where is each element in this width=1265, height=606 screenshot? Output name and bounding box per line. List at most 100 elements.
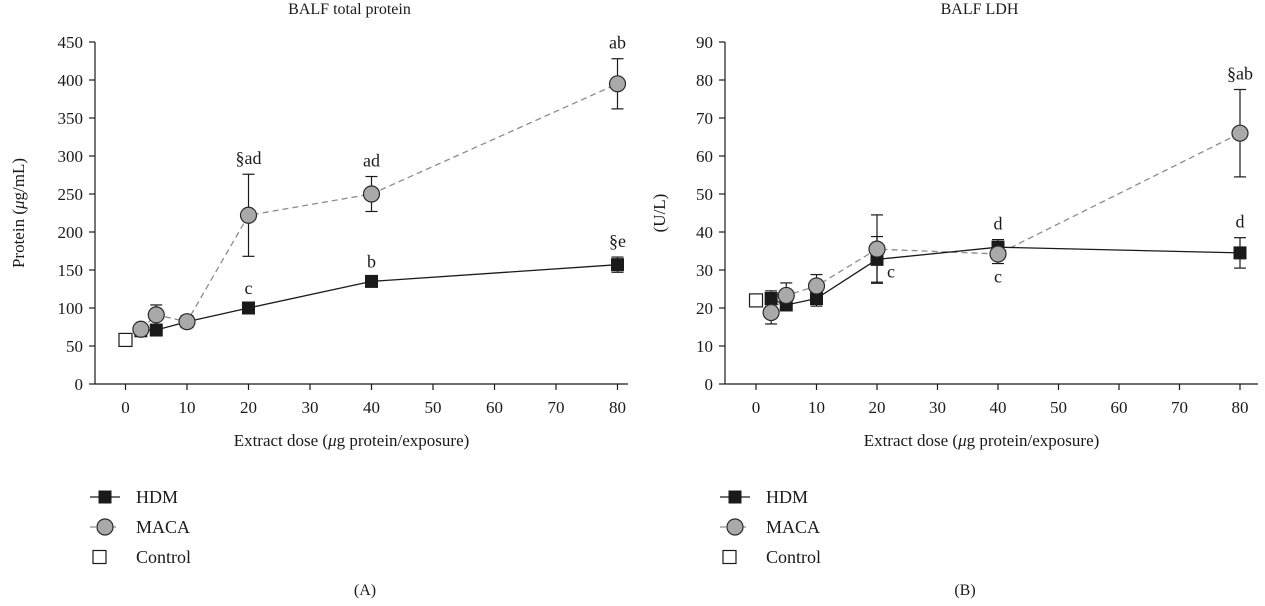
series-line-maca (770, 132, 1241, 314)
x-tick-label: 70 (1171, 398, 1188, 417)
significance-label: §e (609, 231, 626, 251)
legend-label: HDM (766, 487, 808, 507)
y-tick-label: 350 (58, 109, 84, 128)
text-run: g protein/exposure) (967, 431, 1100, 450)
significance-label: §ab (1227, 64, 1253, 84)
legend-marker-maca (96, 518, 114, 536)
data-point-maca (989, 245, 1007, 263)
legend-marker-hdm (98, 490, 112, 504)
x-tick-label: 10 (179, 398, 196, 417)
x-tick-label: 40 (990, 398, 1007, 417)
data-point-maca (132, 320, 150, 338)
text-run: Extract dose ( (234, 431, 329, 450)
y-tick-label: 200 (58, 223, 84, 242)
legend-marker-maca (726, 518, 744, 536)
y-tick-label: 50 (66, 337, 83, 356)
x-tick-label: 80 (609, 398, 626, 417)
text-run: Protein ( (9, 209, 28, 268)
y-axis-title: (U/L) (650, 194, 669, 233)
chart-title: BALF total protein (288, 1, 411, 18)
data-point-hdm (149, 323, 163, 337)
y-tick-label: 50 (696, 185, 713, 204)
y-tick-label: 0 (75, 375, 84, 394)
significance-label: ad (363, 151, 380, 171)
series-line-hdm (140, 264, 618, 332)
significance-label: c (245, 278, 253, 298)
data-point-hdm (242, 301, 255, 315)
x-tick-label: 20 (869, 398, 886, 417)
data-point-hdm (764, 292, 778, 305)
legend: HDM MACA Control (90, 487, 191, 567)
legend-marker-hdm (728, 490, 742, 504)
y-tick-label: 80 (696, 71, 713, 90)
panel-label: (A) (354, 582, 376, 599)
data-point-control (748, 293, 764, 308)
significance-label: c (994, 267, 1002, 287)
chart-panel-b: BALF LDH 0 10 20 30 40 50 60 70 80 90 0 10 20 30 40 50 60… (650, 1, 1258, 599)
y-tick-label: 60 (696, 147, 713, 166)
text-run: g protein/exposure) (337, 431, 470, 450)
x-axis-title: Extract dose (μg protein/exposure) (234, 431, 470, 450)
data-point-maca (239, 206, 258, 224)
mu-glyph: μ (957, 431, 967, 450)
chart-panel-a: BALF total protein0501001502002503003504… (9, 1, 628, 599)
significance-label: c (887, 261, 895, 281)
significance-label: d (994, 214, 1003, 234)
data-point-control (118, 332, 133, 348)
series-line-maca (140, 83, 618, 330)
y-tick-label: 450 (58, 33, 84, 52)
y-tick-label: 0 (705, 375, 714, 394)
y-tick-label: 150 (58, 261, 84, 280)
text-run: g/mL) (9, 158, 28, 201)
y-axis-title: Protein (μg/mL) (9, 158, 28, 268)
y-tick-label: 100 (58, 299, 84, 318)
legend-label: Control (766, 547, 821, 567)
data-point-hdm (365, 274, 378, 288)
legend-label: MACA (766, 517, 820, 537)
x-tick-label: 50 (425, 398, 442, 417)
data-point-maca (147, 306, 165, 324)
text-run: Extract dose ( (864, 431, 959, 450)
legend-label: MACA (136, 517, 190, 537)
x-tick-label: 0 (752, 398, 761, 417)
legend-marker-control (722, 549, 737, 565)
significance-label: b (367, 252, 376, 272)
y-tick-label: 90 (696, 33, 713, 52)
x-tick-label: 60 (486, 398, 503, 417)
x-tick-label: 50 (1050, 398, 1067, 417)
y-tick-label: 10 (696, 337, 713, 356)
data-point-maca (362, 185, 381, 203)
x-tick-label: 70 (548, 398, 565, 417)
x-tick-label: 30 (302, 398, 319, 417)
panel-label: (B) (954, 582, 975, 599)
x-tick-label: 60 (1111, 398, 1128, 417)
y-tick-label: 400 (58, 71, 84, 90)
x-axis-title: Extract dose (μg protein/exposure) (864, 431, 1100, 450)
x-tick-label: 80 (1232, 398, 1249, 417)
mu-glyph: μ (9, 200, 28, 210)
x-tick-label: 0 (121, 398, 130, 417)
data-point-maca (807, 277, 826, 295)
significance-label: d (1236, 212, 1245, 232)
y-tick-label: 300 (58, 147, 84, 166)
significance-label: §ad (236, 148, 262, 168)
mu-glyph: μ (327, 431, 337, 450)
data-point-maca (777, 286, 795, 305)
data-point-hdm (810, 292, 823, 305)
data-point-maca (1231, 124, 1249, 142)
y-tick-label: 40 (696, 223, 713, 242)
x-tick-label: 30 (929, 398, 946, 417)
x-tick-label: 40 (363, 398, 380, 417)
y-tick-label: 70 (696, 109, 713, 128)
x-tick-label: 20 (240, 398, 257, 417)
data-point-maca (868, 240, 886, 258)
data-point-hdm (1233, 246, 1247, 260)
data-point-maca (178, 313, 196, 331)
legend-marker-control (92, 549, 107, 565)
y-tick-label: 250 (58, 185, 84, 204)
data-point-hdm (611, 258, 624, 272)
x-tick-label: 10 (808, 398, 825, 417)
data-point-maca (762, 303, 780, 322)
chart-title: BALF LDH (941, 1, 1019, 18)
